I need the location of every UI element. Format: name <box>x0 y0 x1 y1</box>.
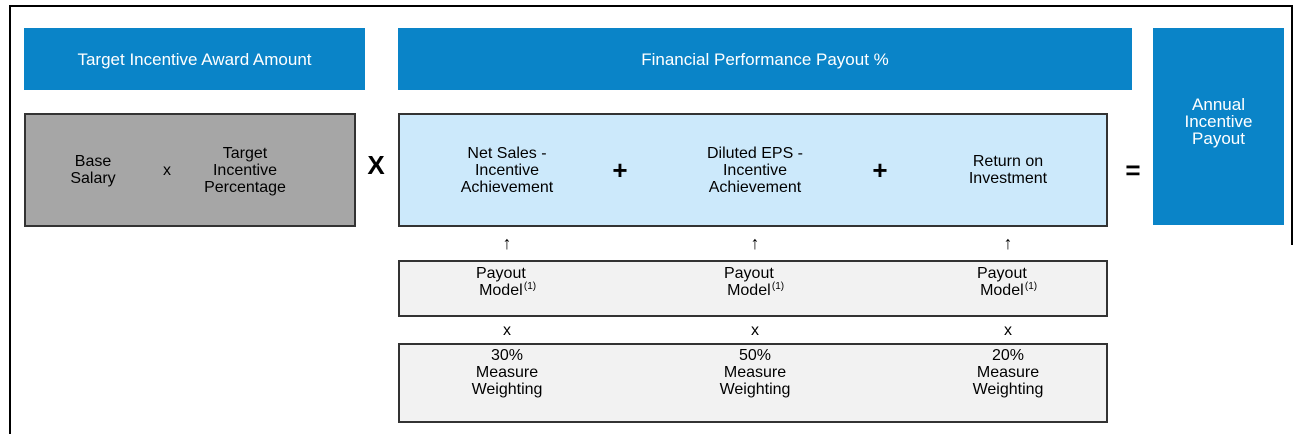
weighting: 30% Measure Weighting <box>457 347 557 398</box>
payout-model: Payout Model(1) <box>963 265 1053 299</box>
footnote: (1) <box>1024 281 1038 292</box>
model-label: Payout Model <box>976 265 1027 299</box>
weight-row <box>398 343 1108 423</box>
weight: 30% <box>490 347 524 364</box>
footnote: (1) <box>523 281 537 292</box>
weighting: 50% Measure Weighting <box>705 347 805 398</box>
times: x <box>1004 321 1012 339</box>
times: x <box>163 161 171 179</box>
plus: + <box>612 154 628 185</box>
weight: 50% <box>738 347 772 364</box>
frame-left <box>9 5 11 434</box>
weight-label: Measure Weighting <box>719 364 791 398</box>
financial-title: Financial Performance Payout % <box>641 49 889 69</box>
measure-name: Net Sales - Incentive Achievement <box>460 144 554 196</box>
plus: + <box>872 154 888 185</box>
result-text: Annual Incentive Payout <box>1184 95 1253 148</box>
weight-label: Measure Weighting <box>972 364 1044 398</box>
weighting: 20% Measure Weighting <box>958 347 1058 398</box>
arrow: ↑ <box>502 232 512 253</box>
payout-row <box>398 260 1108 317</box>
financial-header: Financial Performance Payout % <box>398 28 1132 90</box>
measure-name: Return on Investment <box>968 153 1048 187</box>
multiply: X <box>367 149 385 180</box>
result-box: Annual Incentive Payout <box>1153 28 1284 225</box>
target-header: Target Incentive Award Amount <box>24 28 365 90</box>
payout-model: Payout Model(1) <box>710 265 800 299</box>
weight-label: Measure Weighting <box>471 364 543 398</box>
target-percentage: Target Incentive Percentage <box>204 144 286 196</box>
frame-right <box>1291 5 1293 245</box>
footnote: (1) <box>771 281 785 292</box>
measure-name: Diluted EPS - Incentive Achievement <box>706 144 804 196</box>
achievement-box <box>398 113 1108 227</box>
equals: = <box>1125 154 1141 185</box>
model-label: Payout Model <box>475 265 526 299</box>
frame-top <box>9 5 1293 7</box>
base-salary: Base Salary <box>70 153 116 187</box>
arrow: ↑ <box>750 232 760 253</box>
base-box <box>24 113 356 227</box>
times: x <box>503 321 511 339</box>
model-label: Payout Model <box>723 265 774 299</box>
times: x <box>751 321 759 339</box>
weight: 20% <box>991 347 1025 364</box>
arrow: ↑ <box>1003 232 1013 253</box>
payout-model: Payout Model(1) <box>462 265 552 299</box>
target-title: Target Incentive Award Amount <box>77 49 312 69</box>
